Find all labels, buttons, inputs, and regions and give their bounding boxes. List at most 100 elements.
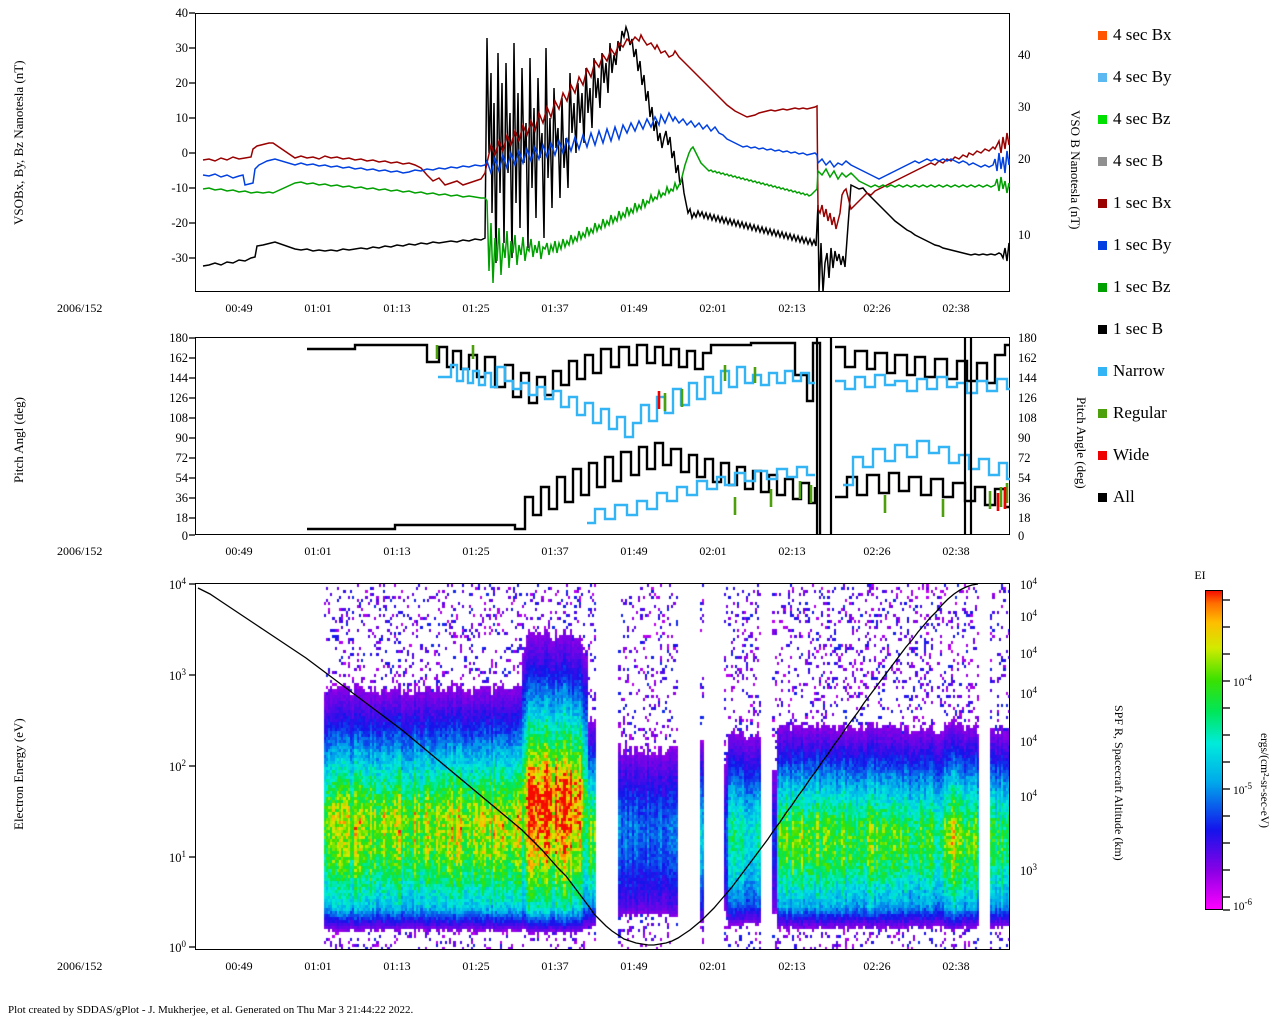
mag-ylabel-left-text: VSOBx, By, Bz Nanotesla (nT) (11, 60, 26, 225)
pitch-xtick-3: 01:25 (462, 544, 490, 558)
pitch-ytick-162: 162 (169, 351, 188, 365)
pitch-ytick-144: 144 (169, 371, 188, 385)
magr-ytick-30: 30 (1018, 100, 1031, 114)
legend-swatch-1sec-b (1098, 324, 1107, 334)
colorbar-ticks (1223, 599, 1230, 911)
mag-xtick-2: 01:13 (383, 301, 411, 315)
pitch-xtick-2: 01:13 (383, 544, 411, 558)
pitch-angle-plot (307, 337, 1010, 535)
colorbar-unit-label: ergs/(cm²-sr-sec-eV) (1246, 700, 1270, 860)
mag-xtick-3: 01:25 (462, 301, 490, 315)
pitch-ytick-126: 126 (169, 391, 188, 405)
legend-item-wide[interactable]: Wide (1098, 434, 1167, 476)
colorbar-title: EI (1194, 568, 1206, 582)
magnetic-legend: 4 sec Bx 4 sec By 4 sec Bz 4 sec B 1 sec… (1098, 14, 1172, 350)
spec-ylabel-right-text: SPF R, Spacecraft Altitude (km) (1112, 705, 1126, 861)
spec-ylabel-left: Electron Energy (eV) (11, 718, 58, 830)
legend-item-1sec-bx[interactable]: 1 sec Bx (1098, 182, 1172, 224)
legend-label-1sec-bz: 1 sec Bz (1113, 277, 1171, 296)
mag-ylabel-right-text: VSO B Nanotesla (nT) (1068, 110, 1083, 230)
legend-label-1sec-b: 1 sec B (1113, 319, 1164, 338)
legend-item-1sec-b[interactable]: 1 sec B (1098, 308, 1172, 350)
mag-xtick-5: 01:49 (620, 301, 648, 315)
pitch-xtick-0: 00:49 (225, 544, 253, 558)
specr-ytick-1: 104 (1020, 608, 1037, 625)
mag-ytick-40: 40 (175, 6, 189, 20)
legend-swatch-1sec-by (1098, 240, 1107, 250)
pitchr-ytick-54: 54 (1018, 471, 1031, 485)
legend-item-1sec-by[interactable]: 1 sec By (1098, 224, 1172, 266)
mag-xtick-7: 02:13 (778, 301, 806, 315)
spec-xtick-1: 01:01 (304, 959, 332, 973)
legend-swatch-4sec-bz (1098, 114, 1107, 124)
spec-ytick-1e1: 101 (169, 849, 186, 866)
spec-xaxis-date: 2006/152 (57, 959, 103, 973)
mag-ytick-m20: -20 (171, 216, 188, 230)
pitch-xtick-9: 02:38 (942, 544, 970, 558)
spec-ylabel-left-text: Electron Energy (eV) (11, 718, 26, 830)
legend-swatch-narrow (1098, 366, 1107, 376)
mag-xtick-8: 02:26 (863, 301, 891, 315)
pitchr-ytick-108: 108 (1018, 411, 1037, 425)
pitch-ytick-18: 18 (175, 511, 189, 525)
mag-xtick-9: 02:38 (942, 301, 970, 315)
spec-xtick-9: 02:38 (942, 959, 970, 973)
pitch-xtick-5: 01:49 (620, 544, 648, 558)
spec-ylabel-right: SPF R, Spacecraft Altitude (km) (1085, 705, 1126, 861)
legend-label-narrow: Narrow (1113, 361, 1165, 380)
spec-xtick-8: 02:26 (863, 959, 891, 973)
spec-xtick-0: 00:49 (225, 959, 253, 973)
mag-ylabel-right: VSO B Nanotesla (nT) (1042, 110, 1083, 230)
pitch-ytick-54: 54 (175, 471, 189, 485)
pitchr-ytick-18: 18 (1018, 511, 1031, 525)
specr-ytick-0: 104 (1020, 576, 1037, 593)
legend-swatch-1sec-bz (1098, 282, 1107, 292)
specr-ytick-6: 103 (1020, 862, 1037, 879)
legend-swatch-wide (1098, 450, 1107, 460)
legend-label-4sec-bx: 4 sec Bx (1113, 25, 1172, 44)
pitch-ytick-36: 36 (175, 491, 189, 505)
pitch-xtick-6: 02:01 (699, 544, 727, 558)
pitch-ylabel-left-text: Pitch Angl (deg) (11, 397, 26, 483)
legend-item-4sec-bz[interactable]: 4 sec Bz (1098, 98, 1172, 140)
spec-ytick-1e4: 104 (169, 576, 186, 593)
pitch-xtick-4: 01:37 (541, 544, 569, 558)
legend-item-all[interactable]: All (1098, 476, 1167, 518)
legend-label-wide: Wide (1113, 445, 1150, 464)
legend-item-4sec-bx[interactable]: 4 sec Bx (1098, 14, 1172, 56)
mag-xaxis-date: 2006/152 (57, 301, 103, 315)
colorbar-tick-1e-5: 10-5 (1233, 781, 1252, 797)
spec-xtick-4: 01:37 (541, 959, 569, 973)
pitchr-ytick-180: 180 (1018, 331, 1037, 345)
specr-ytick-5: 104 (1020, 788, 1037, 805)
legend-swatch-4sec-b (1098, 156, 1107, 166)
mag-ytick-30: 30 (175, 41, 189, 55)
magnetic-field-plot (202, 24, 1010, 292)
spec-ytick-1e0: 100 (169, 939, 186, 956)
mag-ytick-m10: -10 (171, 181, 188, 195)
colorbar-tick-1e-4: 10-4 (1233, 673, 1252, 689)
pitch-ytick-72: 72 (175, 451, 189, 465)
legend-swatch-4sec-by (1098, 72, 1107, 82)
pitchr-ytick-90: 90 (1018, 431, 1031, 445)
legend-item-narrow[interactable]: Narrow (1098, 350, 1167, 392)
pitch-ylabel-right: Pitch Angle (deg) (1048, 395, 1089, 490)
spec-ytick-1e3: 103 (169, 667, 186, 684)
spec-xtick-2: 01:13 (383, 959, 411, 973)
legend-label-4sec-b: 4 sec B (1113, 151, 1164, 170)
pitch-ylabel-right-text: Pitch Angle (deg) (1074, 396, 1089, 489)
legend-item-4sec-by[interactable]: 4 sec By (1098, 56, 1172, 98)
mag-xtick-1: 01:01 (304, 301, 332, 315)
spec-xtick-3: 01:25 (462, 959, 490, 973)
plot-footer: Plot created by SDDAS/gPlot - J. Mukherj… (8, 1004, 414, 1016)
legend-item-regular[interactable]: Regular (1098, 392, 1167, 434)
mag-ytick-m30: -30 (171, 251, 188, 265)
colorbar-tick-1e-6: 10-6 (1233, 897, 1252, 913)
legend-item-1sec-bz[interactable]: 1 sec Bz (1098, 266, 1172, 308)
legend-item-4sec-b[interactable]: 4 sec B (1098, 140, 1172, 182)
mag-xtick-6: 02:01 (699, 301, 727, 315)
pitchr-ytick-0: 0 (1018, 529, 1025, 543)
pitch-xtick-7: 02:13 (778, 544, 806, 558)
specr-ytick-4: 104 (1020, 733, 1037, 750)
pitchr-ytick-72: 72 (1018, 451, 1031, 465)
